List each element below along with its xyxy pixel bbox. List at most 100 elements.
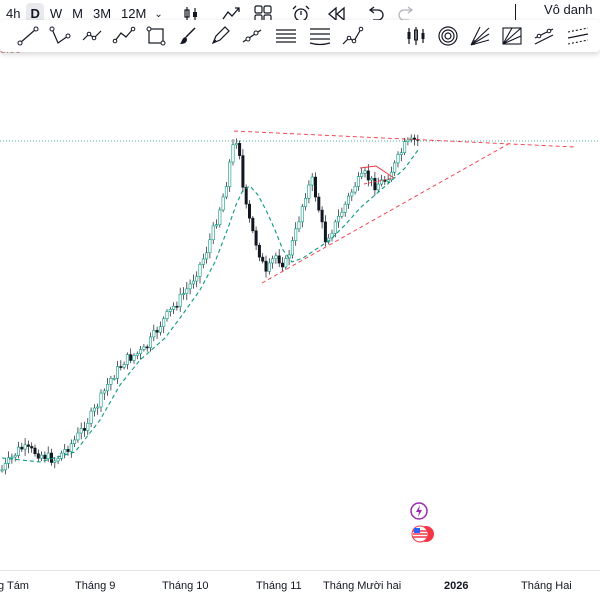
candle-body (320, 209, 324, 223)
candle-body (228, 161, 232, 187)
trend-angle-icon[interactable] (48, 24, 72, 48)
drawing-toolbar (0, 20, 600, 52)
candle-body (3, 463, 7, 471)
timeframe-dropdown-icon[interactable]: ⌄ (154, 8, 163, 20)
extended-line-icon[interactable] (240, 24, 264, 48)
rectangle-tool-icon[interactable] (144, 24, 168, 48)
candle-body (393, 162, 397, 173)
candle-body (132, 355, 136, 361)
timeframe-d[interactable]: D (26, 3, 44, 25)
candle-body (254, 230, 258, 246)
timeframe-12m[interactable]: 12M (121, 6, 147, 21)
fib-speed-fan-icon[interactable] (468, 24, 492, 48)
lightning-event-icon[interactable] (410, 502, 428, 520)
candle-body (251, 217, 255, 232)
candle-body (211, 225, 215, 241)
candle-body (406, 139, 410, 142)
candle-body (195, 276, 199, 282)
candle-body (152, 330, 156, 338)
price-chart[interactable] (0, 52, 600, 570)
xaxis-label: Tháng Mười hai (323, 580, 402, 592)
candle-body (162, 318, 166, 327)
gann-fan-icon[interactable] (500, 24, 524, 48)
line-tool-icon[interactable] (16, 24, 40, 48)
candle-body (343, 203, 347, 213)
disjoint-channel-icon[interactable] (566, 24, 590, 48)
candle-body (208, 239, 212, 254)
chart-style-icon[interactable] (180, 4, 202, 24)
candle-body (257, 244, 261, 258)
undo-icon[interactable] (364, 4, 386, 24)
candle-body (221, 196, 225, 211)
polyline-tool-icon[interactable] (112, 24, 136, 48)
candle-body (0, 469, 4, 472)
pen-tool-icon[interactable] (208, 24, 232, 48)
candle-body (366, 170, 370, 181)
candle-body (205, 252, 209, 260)
xaxis-label: Tháng 10 (162, 580, 209, 592)
candle-body (284, 258, 288, 268)
indicators-icon[interactable] (220, 4, 242, 24)
parallel-channel-icon[interactable] (532, 24, 556, 48)
timeframe-m[interactable]: M (72, 6, 83, 21)
fib-circles-icon[interactable] (436, 24, 460, 48)
candle-body (353, 186, 357, 193)
fib-retracement-icon[interactable] (308, 24, 332, 48)
candle-body (403, 141, 407, 154)
candle-body (40, 454, 44, 459)
timeframe-4h[interactable]: 4h (6, 6, 21, 21)
candle-body (76, 432, 80, 441)
candle-body (7, 457, 11, 464)
candle-body (340, 212, 344, 217)
candle-body (33, 447, 37, 455)
candle-body (63, 449, 67, 454)
candle-body (337, 215, 341, 223)
candlestick-series (0, 134, 420, 475)
timeframe-w[interactable]: W (49, 6, 63, 21)
candle-body (241, 155, 245, 188)
candle-body (218, 209, 222, 225)
brush-tool-icon[interactable] (176, 24, 200, 48)
candle-body (89, 410, 93, 424)
timeframe-3m[interactable]: 3M (92, 6, 112, 21)
path-tool-icon[interactable] (80, 24, 104, 48)
xaxis-label: Tháng Hai (521, 580, 572, 592)
candle-body (294, 228, 298, 241)
candle-body (66, 449, 70, 452)
account-label[interactable]: Vô danh (544, 2, 593, 17)
candle-body (304, 198, 308, 207)
candle-body (109, 378, 113, 385)
candle-body (43, 454, 47, 459)
candle-body (182, 293, 186, 295)
candle-body (73, 439, 77, 444)
candle-body (333, 221, 337, 234)
bars-pattern-icon[interactable] (404, 24, 428, 48)
time-axis[interactable]: g Tám Tháng 9 Tháng 10 Tháng 11 Tháng Mư… (0, 570, 600, 601)
candle-body (215, 224, 219, 227)
candle-body (373, 177, 377, 191)
candle-body (313, 176, 317, 198)
candle-body (112, 378, 116, 380)
candle-body (399, 152, 403, 155)
candle-body (96, 406, 100, 409)
candle-body (23, 444, 27, 450)
candle-body (30, 446, 34, 449)
horizontal-ray-icon[interactable] (274, 24, 298, 48)
candle-body (379, 179, 383, 185)
candle-body (26, 444, 30, 447)
candle-body (155, 330, 159, 333)
redo-icon[interactable] (396, 4, 418, 24)
replay-icon[interactable] (325, 4, 347, 24)
candle-body (412, 137, 416, 140)
candle-body (346, 195, 350, 205)
pitchfork-icon[interactable] (340, 24, 364, 48)
candle-body (79, 428, 83, 434)
candle-body (376, 183, 380, 191)
candle-body (396, 154, 400, 164)
candle-body (191, 280, 195, 285)
resistance-trendline (233, 130, 576, 148)
candle-body (310, 176, 314, 186)
candle-body (13, 455, 17, 458)
candle-body (244, 186, 248, 205)
us-economic-events-icon[interactable] (410, 525, 436, 543)
